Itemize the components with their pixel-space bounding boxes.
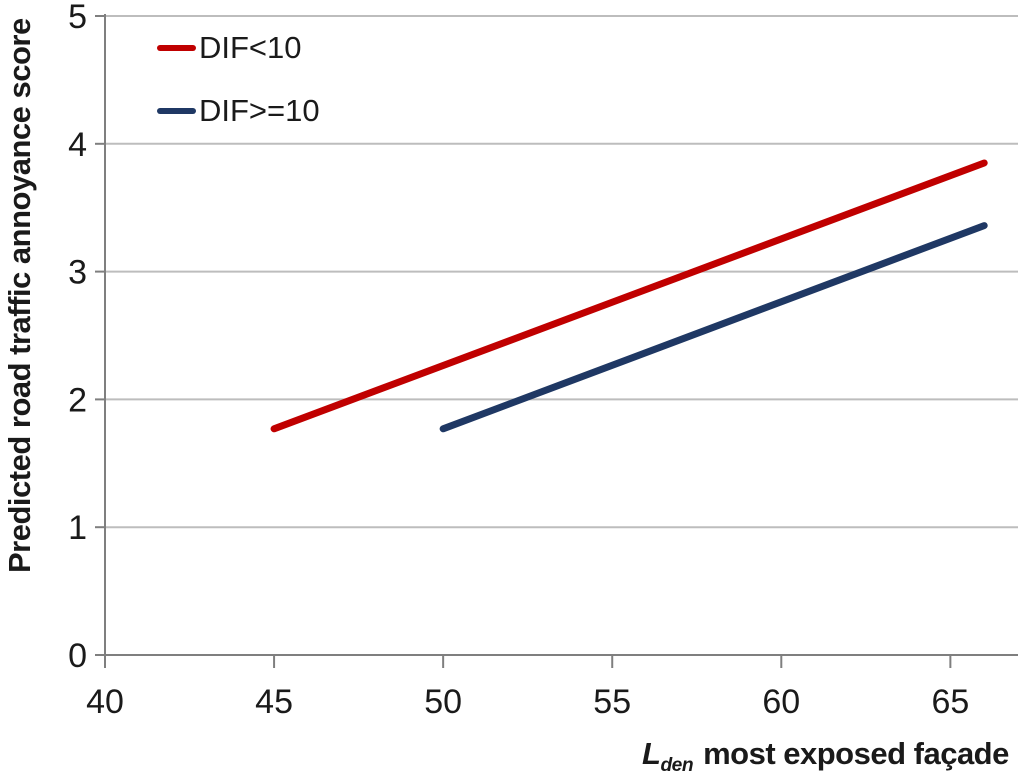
x-tick-label-40: 40	[86, 683, 124, 721]
legend-item-1: DIF>=10	[157, 93, 320, 129]
y-axis-title: Predicted road traffic annoyance score	[2, 18, 37, 574]
x-axis-title-subscript: den	[660, 755, 694, 777]
x-tick-label-45: 45	[255, 683, 293, 721]
x-tick-label-50: 50	[424, 683, 462, 721]
series-line-0	[270, 159, 988, 433]
legend-item-0: DIF<10	[157, 30, 320, 66]
x-axis-title: Lden most exposed façade	[642, 736, 1009, 777]
y-tick-label-5: 5	[68, 0, 87, 36]
x-tick-label-60: 60	[762, 683, 800, 721]
x-tick-label-65: 65	[931, 683, 969, 721]
legend-label-0: DIF<10	[199, 30, 302, 65]
legend-swatch-0	[157, 45, 196, 51]
x-axis-title-symbol: Lden	[642, 736, 694, 777]
y-tick-label-2: 2	[68, 381, 87, 419]
x-tick-label-55: 55	[593, 683, 631, 721]
legend: DIF<10 DIF>=10	[157, 30, 320, 129]
y-tick-label-1: 1	[68, 509, 87, 547]
series-line-1	[439, 222, 988, 433]
legend-label-1: DIF>=10	[199, 93, 320, 128]
legend-swatch-1	[157, 108, 196, 114]
x-axis-title-text: most exposed façade	[703, 736, 1009, 771]
y-tick-label-3: 3	[68, 254, 87, 292]
y-tick-label-0: 0	[68, 637, 87, 675]
y-tick-label-4: 4	[68, 126, 87, 164]
